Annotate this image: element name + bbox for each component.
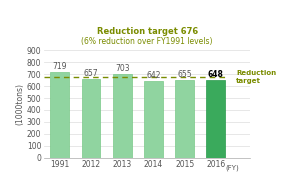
Bar — [50, 72, 69, 158]
Bar — [144, 81, 163, 158]
Text: 655: 655 — [177, 70, 192, 79]
Text: 642: 642 — [146, 71, 161, 80]
Text: 703: 703 — [115, 64, 130, 73]
Bar — [206, 80, 225, 158]
Text: (6% reduction over FY1991 levels): (6% reduction over FY1991 levels) — [81, 37, 213, 46]
Text: 648: 648 — [208, 70, 224, 80]
Text: 657: 657 — [84, 69, 98, 78]
Text: Reduction target 676: Reduction target 676 — [97, 27, 198, 36]
Bar — [82, 79, 100, 158]
Bar — [175, 80, 194, 158]
Text: Reduction
target: Reduction target — [236, 70, 276, 84]
Y-axis label: (1000tons): (1000tons) — [15, 83, 24, 125]
Text: 719: 719 — [52, 62, 67, 71]
Bar — [113, 74, 132, 158]
Text: (FY): (FY) — [226, 164, 240, 171]
